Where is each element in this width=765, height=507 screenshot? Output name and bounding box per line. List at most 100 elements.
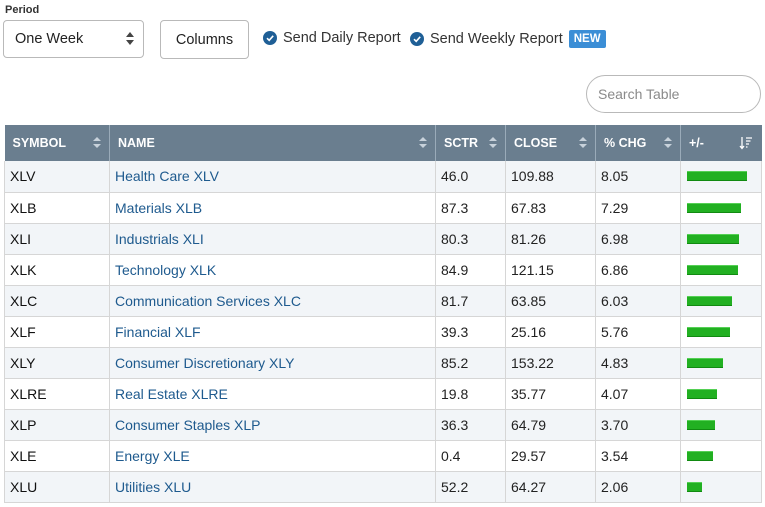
- cell-name: Consumer Discretionary XLY: [109, 347, 436, 379]
- change-bar: [687, 419, 715, 430]
- cell-sctr: 87.3: [435, 192, 506, 224]
- table-row[interactable]: XLI Industrials XLI 80.3 81.26 6.98: [4, 223, 762, 255]
- cell-sctr: 85.2: [435, 347, 506, 379]
- cell-sctr: 39.3: [435, 316, 506, 348]
- period-select[interactable]: One Week: [3, 20, 144, 58]
- cell-sctr: 84.9: [435, 254, 506, 286]
- cell-close: 153.22: [505, 347, 596, 379]
- cell-name: Consumer Staples XLP: [109, 409, 436, 441]
- change-bar: [687, 481, 702, 492]
- cell-close: 63.85: [505, 285, 596, 317]
- cell-name: Real Estate XLRE: [109, 378, 436, 410]
- symbol-name-link[interactable]: Industrials XLI: [115, 230, 204, 247]
- symbol-name-link[interactable]: Materials XLB: [115, 199, 203, 216]
- symbol-name-link[interactable]: Financial XLF: [115, 323, 201, 340]
- send-weekly-report-label: Send Weekly Report: [430, 31, 563, 47]
- cell-close: 81.26: [505, 223, 596, 255]
- change-bar: [687, 388, 717, 399]
- table-row[interactable]: XLU Utilities XLU 52.2 64.27 2.06: [4, 471, 762, 503]
- cell-change-bar: [680, 192, 762, 224]
- cell-symbol: XLV: [4, 161, 110, 193]
- cell-change-bar: [680, 161, 762, 193]
- cell-symbol: XLRE: [4, 378, 110, 410]
- change-bar: [687, 357, 723, 368]
- cell-change-bar: [680, 254, 762, 286]
- cell-change-bar: [680, 285, 762, 317]
- cell-change-bar: [680, 347, 762, 379]
- sort-icon: [664, 137, 672, 149]
- columns-button[interactable]: Columns: [160, 20, 249, 59]
- cell-sctr: 19.8: [435, 378, 506, 410]
- symbol-name-link[interactable]: Health Care XLV: [115, 168, 220, 185]
- column-header-sctr[interactable]: SCTR: [435, 125, 506, 161]
- cell-name: Materials XLB: [109, 192, 436, 224]
- cell-pct-chg: 5.76: [595, 316, 681, 348]
- check-circle-icon: [410, 32, 424, 46]
- cell-close: 25.16: [505, 316, 596, 348]
- sort-icon: [579, 137, 587, 149]
- sort-icon: [489, 137, 497, 149]
- select-arrows-icon: [126, 31, 134, 47]
- cell-sctr: 46.0: [435, 161, 506, 193]
- cell-sctr: 36.3: [435, 409, 506, 441]
- cell-pct-chg: 3.54: [595, 440, 681, 472]
- cell-symbol: XLC: [4, 285, 110, 317]
- table-row[interactable]: XLE Energy XLE 0.4 29.57 3.54: [4, 440, 762, 472]
- cell-change-bar: [680, 378, 762, 410]
- table-row[interactable]: XLY Consumer Discretionary XLY 85.2 153.22 4…: [4, 347, 762, 379]
- search-table-input[interactable]: [586, 75, 761, 113]
- change-bar: [687, 202, 741, 213]
- cell-close: 64.79: [505, 409, 596, 441]
- send-daily-report-label: Send Daily Report: [283, 30, 401, 46]
- table-row[interactable]: XLK Technology XLK 84.9 121.15 6.86: [4, 254, 762, 286]
- symbol-name-link[interactable]: Technology XLK: [115, 261, 217, 278]
- cell-name: Technology XLK: [109, 254, 436, 286]
- column-header-close[interactable]: CLOSE: [505, 125, 596, 161]
- cell-symbol: XLY: [4, 347, 110, 379]
- sort-descending-icon: [738, 137, 752, 150]
- send-daily-report-toggle[interactable]: Send Daily Report: [263, 30, 401, 46]
- symbol-name-link[interactable]: Consumer Staples XLP: [115, 416, 261, 433]
- cell-change-bar: [680, 409, 762, 441]
- cell-name: Utilities XLU: [109, 471, 436, 503]
- column-header-plus-minus[interactable]: +/-: [680, 125, 762, 161]
- symbol-name-link[interactable]: Communication Services XLC: [115, 292, 301, 309]
- table-row[interactable]: XLV Health Care XLV 46.0 109.88 8.05: [4, 161, 762, 193]
- cell-change-bar: [680, 316, 762, 348]
- table-row[interactable]: XLP Consumer Staples XLP 36.3 64.79 3.70: [4, 409, 762, 441]
- symbol-name-link[interactable]: Energy XLE: [115, 447, 190, 464]
- cell-pct-chg: 6.98: [595, 223, 681, 255]
- send-weekly-report-toggle[interactable]: Send Weekly Report NEW: [410, 30, 606, 48]
- cell-close: 109.88: [505, 161, 596, 193]
- cell-name: Health Care XLV: [109, 161, 436, 193]
- cell-change-bar: [680, 223, 762, 255]
- period-label: Period: [5, 4, 40, 16]
- cell-sctr: 81.7: [435, 285, 506, 317]
- symbol-name-link[interactable]: Real Estate XLRE: [115, 385, 228, 402]
- cell-close: 121.15: [505, 254, 596, 286]
- table-row[interactable]: XLF Financial XLF 39.3 25.16 5.76: [4, 316, 762, 348]
- sort-icon: [419, 137, 427, 149]
- table-row[interactable]: XLC Communication Services XLC 81.7 63.85 6.…: [4, 285, 762, 317]
- cell-change-bar: [680, 440, 762, 472]
- column-header-pct-chg[interactable]: % CHG: [595, 125, 681, 161]
- cell-pct-chg: 8.05: [595, 161, 681, 193]
- symbol-name-link[interactable]: Consumer Discretionary XLY: [115, 354, 295, 371]
- column-header-name[interactable]: NAME: [109, 125, 436, 161]
- cell-name: Energy XLE: [109, 440, 436, 472]
- sort-icon: [93, 137, 101, 149]
- symbol-name-link[interactable]: Utilities XLU: [115, 478, 192, 495]
- new-badge: NEW: [568, 30, 606, 48]
- column-header-symbol[interactable]: SYMBOL: [4, 125, 110, 161]
- period-selected-value: One Week: [15, 31, 84, 47]
- table-row[interactable]: XLB Materials XLB 87.3 67.83 7.29: [4, 192, 762, 224]
- table-row[interactable]: XLRE Real Estate XLRE 19.8 35.77 4.07: [4, 378, 762, 410]
- table-header-row: SYMBOL NAME SCTR CLOSE % CHG +/-: [4, 125, 762, 161]
- change-bar: [687, 264, 738, 275]
- cell-sctr: 0.4: [435, 440, 506, 472]
- cell-close: 64.27: [505, 471, 596, 503]
- cell-symbol: XLI: [4, 223, 110, 255]
- cell-pct-chg: 7.29: [595, 192, 681, 224]
- change-bar: [687, 171, 747, 182]
- cell-close: 35.77: [505, 378, 596, 410]
